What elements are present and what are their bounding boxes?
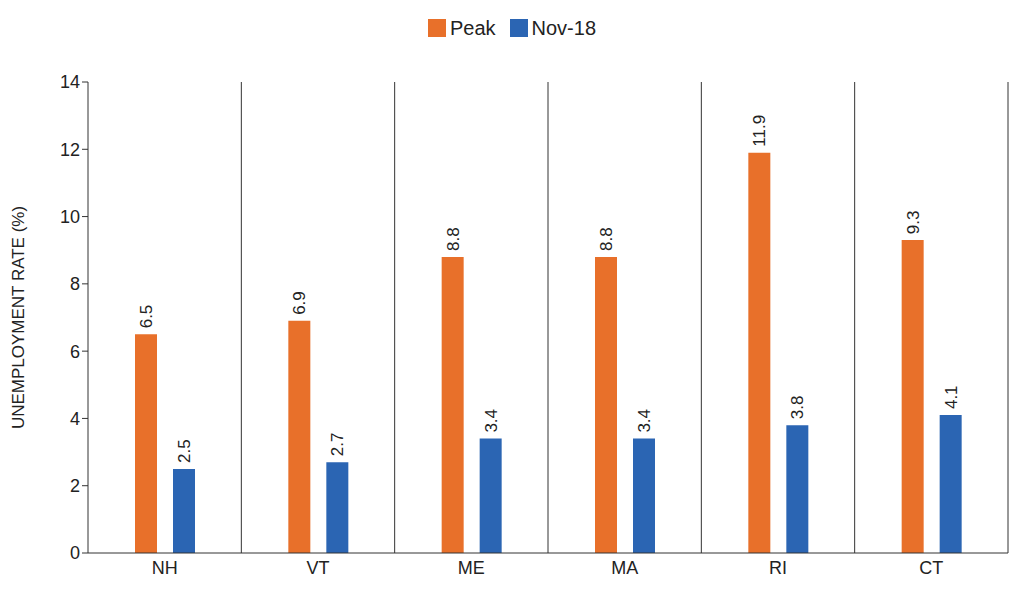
html-text:Nov-18: Nov-18 [531,16,596,39]
html-text:Peak: Peak [450,16,496,39]
svg-text:CT: CT [919,558,943,578]
svg-text:9.3: 9.3 [904,210,923,234]
svg-text:3.4: 3.4 [635,409,654,433]
svg-text:2.7: 2.7 [328,433,347,457]
svg-text:UNEMPLOYMENT RATE (%): UNEMPLOYMENT RATE (%) [9,206,28,429]
svg-text:10: 10 [60,207,80,227]
svg-text:14: 14 [60,72,80,92]
svg-text:2.5: 2.5 [175,439,194,463]
svg-text:11.9: 11.9 [750,115,769,147]
svg-text:VT: VT [306,558,329,578]
svg-text:RI: RI [769,558,787,578]
svg-text:8.8: 8.8 [597,227,616,251]
svg-text:6: 6 [70,342,80,362]
svg-text:MA: MA [611,558,638,578]
svg-text:NH: NH [152,558,178,578]
svg-text:2: 2 [70,476,80,496]
svg-text:ME: ME [458,558,485,578]
svg-text:4: 4 [70,409,80,429]
svg-text:3.8: 3.8 [788,396,807,420]
svg-text:4.1: 4.1 [942,385,961,409]
svg-text:6.9: 6.9 [290,291,309,315]
svg-text:8.8: 8.8 [444,227,463,251]
svg-text:8: 8 [70,274,80,294]
svg-text:3.4: 3.4 [482,409,501,433]
svg-text:6.5: 6.5 [137,305,156,329]
svg-text:0: 0 [70,543,80,563]
svg-text:12: 12 [60,140,80,160]
